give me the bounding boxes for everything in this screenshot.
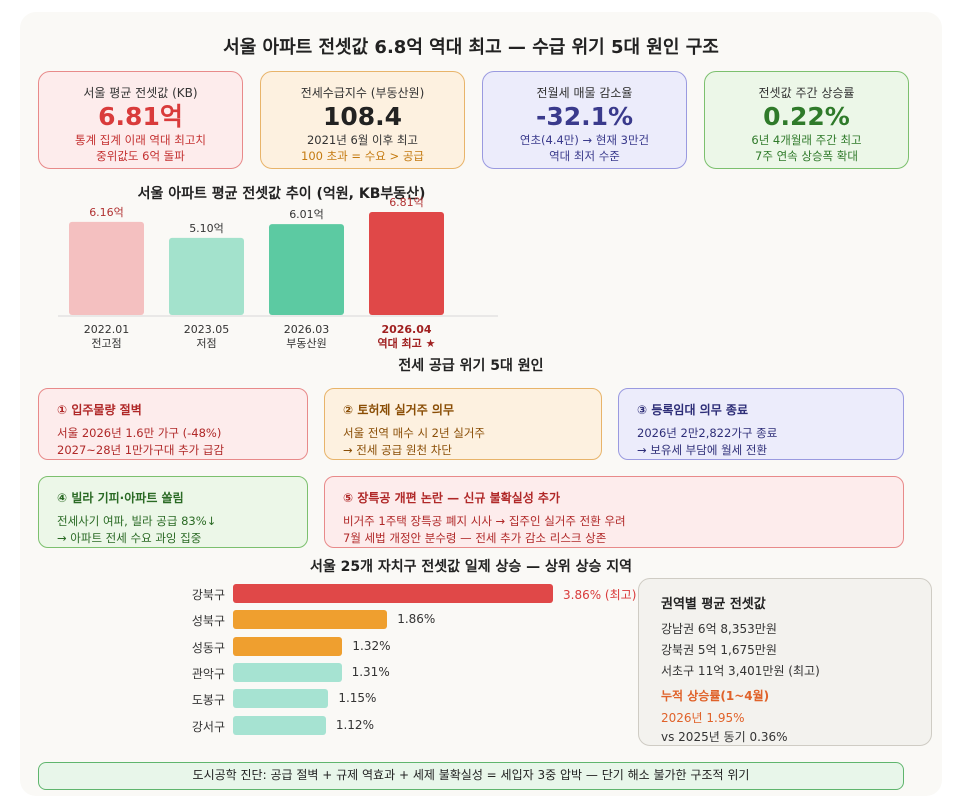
cause-card-move-in-supply: ① 입주물량 절벽 서울 2026년 1.6만 가구 (-48%) 2027~2…: [38, 388, 308, 460]
region-title: 권역별 평균 전셋값: [661, 597, 766, 612]
district-bar: [233, 636, 343, 656]
cause-card-rental-registration: ③ 등록임대 의무 종료 2026년 2만2,822가구 종료 → 보유세 부담…: [618, 388, 904, 460]
diagnosis-footer: 도시공학 진단: 공급 절벽 + 규제 역효과 + 세제 불확실성 = 세입자 …: [38, 762, 904, 790]
cause-title: ② 토허제 실거주 의무: [343, 403, 455, 417]
district-bar: [233, 662, 342, 682]
district-label: 성북구: [191, 614, 225, 629]
cause-line: 비거주 1주택 장특공 폐지 시사 → 집주인 실거주 전환 우려: [343, 514, 626, 528]
kpi-sub: 중위값도 6억 돌파: [96, 149, 185, 163]
trend-bar-value-label: 5.10억: [189, 222, 224, 235]
region-cum-title: 누적 상승률(1~4월): [661, 689, 770, 703]
district-value-label: 1.15%: [338, 691, 377, 706]
cause-title: ④ 빌라 기피·아파트 쏠림: [57, 491, 184, 505]
district-value-label: 1.86%: [397, 612, 436, 627]
cause-line: 2027~28년 1만가구대 추가 급감: [57, 443, 225, 457]
region-summary-box: 권역별 평균 전셋값 강남권 6억 8,353만원 강북권 5억 1,675만원…: [638, 578, 932, 746]
district-label: 강북구: [191, 588, 225, 602]
kpi-sub: 역대 최저 수준: [549, 149, 620, 163]
trend-bar: [369, 212, 444, 315]
trend-bar: [69, 221, 144, 315]
region-line: 서초구 11억 3,401만원 (최고): [661, 664, 820, 678]
kpi-sub: 통계 집계 이래 역대 최고치: [74, 133, 206, 147]
district-bar: [233, 689, 329, 709]
cause-line: → 전세 공급 원천 차단: [343, 443, 452, 457]
trend-category-label: 2026.03: [284, 323, 330, 336]
trend-bar-value-label: 6.01억: [289, 208, 324, 221]
cause-line: 7월 세법 개정안 분수령 — 전세 추가 감소 리스크 상존: [343, 531, 607, 545]
region-line: 강북권 5억 1,675만원: [661, 643, 777, 657]
trend-bar: [169, 237, 244, 315]
trend-bar-value-label: 6.81억: [389, 196, 424, 209]
trend-bar-value-label: 6.16억: [89, 206, 124, 219]
district-value-label: 1.31%: [351, 664, 390, 679]
district-bar: [233, 610, 388, 630]
kpi-label: 전세수급지수 (부동산원): [300, 86, 425, 100]
cause-card-tax-deduction: ⑤ 장특공 개편 논란 — 신규 불확실성 추가 비거주 1주택 장특공 폐지 …: [324, 476, 904, 548]
kpi-value: 0.22%: [763, 102, 850, 131]
district-label: 강서구: [191, 719, 225, 734]
cause-line: → 아파트 전세 수요 과잉 집중: [57, 531, 202, 545]
trend-category-label: 2022.01: [84, 323, 130, 336]
kpi-value: 108.4: [322, 102, 403, 131]
trend-category-note: 전고점: [91, 337, 121, 350]
kpi-label: 전월세 매물 감소율: [536, 86, 633, 100]
trend-category-note: 저점: [196, 337, 216, 350]
trend-category-label: 2023.05: [184, 323, 230, 336]
district-value-label: 1.32%: [352, 638, 391, 653]
cause-title: ① 입주물량 절벽: [57, 403, 142, 417]
page-title: 서울 아파트 전셋값 6.8억 역대 최고 — 수급 위기 5대 원인 구조: [223, 37, 719, 58]
kpi-sub: 100 초과 = 수요 > 공급: [301, 149, 424, 163]
district-label: 도봉구: [191, 693, 225, 708]
district-label: 관악구: [191, 666, 225, 681]
trend-category-label: 2026.04: [381, 323, 431, 336]
cause-title: ⑤ 장특공 개편 논란 — 신규 불확실성 추가: [343, 491, 561, 505]
trend-category-note: 부동산원: [286, 337, 326, 350]
kpi-value: 6.81억: [98, 102, 183, 131]
cause-line: 2026년 2만2,822가구 종료: [637, 426, 778, 440]
trend-bar: [269, 224, 344, 315]
kpi-card-listing-decrease: 전월세 매물 감소율 -32.1% 연초(4.4만) → 현재 3만건 역대 최…: [482, 71, 687, 169]
district-bar: [233, 715, 326, 735]
district-value-label: 3.86% (최고): [563, 588, 637, 602]
kpi-label: 서울 평균 전셋값 (KB): [83, 86, 198, 100]
kpi-value: -32.1%: [535, 102, 634, 131]
region-line: 강남권 6억 8,353만원: [661, 622, 777, 636]
cause-card-villa-avoidance: ④ 빌라 기피·아파트 쏠림 전세사기 여파, 빌라 공급 83%↓ → 아파트…: [38, 476, 308, 548]
kpi-sub: 7주 연속 상승폭 확대: [755, 149, 858, 163]
cause-line: 서울 2026년 1.6만 가구 (-48%): [57, 426, 222, 440]
cause-line: 전세사기 여파, 빌라 공급 83%↓: [57, 514, 217, 528]
kpi-sub: 연초(4.4만) → 현재 3만건: [519, 133, 650, 147]
region-cum-compare: vs 2025년 동기 0.36%: [661, 730, 788, 744]
kpi-card-supply-index: 전세수급지수 (부동산원) 108.4 2021년 6월 이후 최고 100 초…: [260, 71, 465, 169]
causes-section-title: 전세 공급 위기 5대 원인: [398, 358, 544, 374]
district-bar: [233, 584, 553, 603]
cause-card-residence-obligation: ② 토허제 실거주 의무 서울 전역 매수 시 2년 실거주 → 전세 공급 원…: [324, 388, 602, 460]
cause-title: ③ 등록임대 의무 종료: [637, 403, 749, 417]
district-value-label: 1.12%: [335, 717, 374, 732]
kpi-card-weekly-rise: 전셋값 주간 상승률 0.22% 6년 4개월래 주간 최고 7주 연속 상승폭…: [704, 71, 909, 169]
cause-line: → 보유세 부담에 월세 전환: [637, 443, 768, 457]
kpi-card-avg-jeonse: 서울 평균 전셋값 (KB) 6.81억 통계 집계 이래 역대 최고치 중위값…: [38, 71, 243, 169]
cause-line: 서울 전역 매수 시 2년 실거주: [343, 426, 485, 440]
kpi-sub: 2021년 6월 이후 최고: [306, 133, 419, 147]
kpi-label: 전셋값 주간 상승률: [758, 86, 855, 100]
bar-chart-title: 서울 아파트 평균 전셋값 추이 (억원, KB부동산): [137, 186, 426, 202]
trend-category-note: 역대 최고 ★: [377, 336, 435, 350]
kpi-sub: 6년 4개월래 주간 최고: [751, 133, 862, 147]
district-label: 성동구: [191, 640, 225, 655]
district-chart-title: 서울 25개 자치구 전셋값 일제 상승 — 상위 상승 지역: [309, 559, 633, 575]
region-cum-value: 2026년 1.95%: [661, 711, 745, 725]
